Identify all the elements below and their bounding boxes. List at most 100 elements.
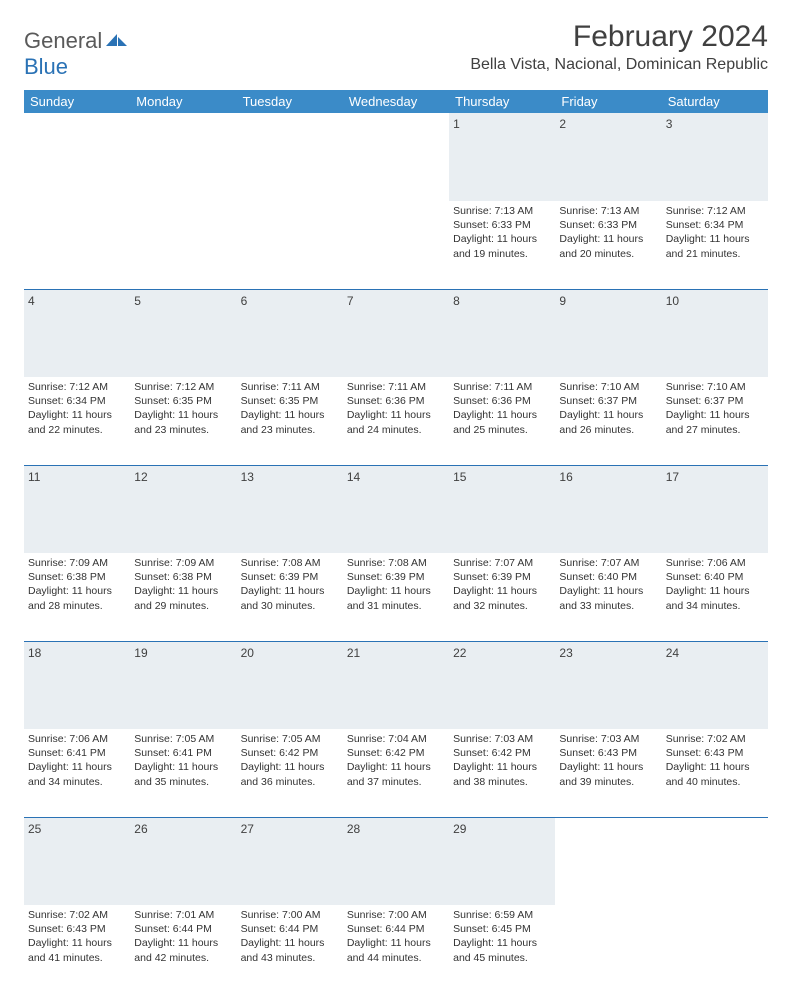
- day-number: 25: [28, 822, 41, 836]
- day-cell: Sunrise: 7:07 AMSunset: 6:40 PMDaylight:…: [555, 553, 661, 641]
- sunrise-text: Sunrise: 7:12 AM: [134, 380, 232, 394]
- daylight-text: and 23 minutes.: [134, 423, 232, 437]
- weekday-header: Monday: [130, 90, 236, 113]
- daylight-text: Daylight: 11 hours: [666, 760, 764, 774]
- sunset-text: Sunset: 6:37 PM: [666, 394, 764, 408]
- sunset-text: Sunset: 6:42 PM: [347, 746, 445, 760]
- sunset-text: Sunset: 6:41 PM: [28, 746, 126, 760]
- daylight-text: and 41 minutes.: [28, 951, 126, 965]
- day-number-cell: 22: [449, 641, 555, 729]
- logo: GeneralBlue: [24, 20, 128, 80]
- day-cell: Sunrise: 7:11 AMSunset: 6:36 PMDaylight:…: [449, 377, 555, 465]
- day-number: 16: [559, 470, 572, 484]
- sunrise-text: Sunrise: 7:10 AM: [559, 380, 657, 394]
- day-number-cell: 20: [237, 641, 343, 729]
- daylight-text: and 39 minutes.: [559, 775, 657, 789]
- day-cell: [555, 905, 661, 993]
- daylight-text: Daylight: 11 hours: [28, 760, 126, 774]
- day-cell: Sunrise: 7:12 AMSunset: 6:35 PMDaylight:…: [130, 377, 236, 465]
- sunset-text: Sunset: 6:39 PM: [241, 570, 339, 584]
- day-number: 22: [453, 646, 466, 660]
- daylight-text: and 24 minutes.: [347, 423, 445, 437]
- sunset-text: Sunset: 6:38 PM: [134, 570, 232, 584]
- daylight-text: and 28 minutes.: [28, 599, 126, 613]
- sunset-text: Sunset: 6:42 PM: [453, 746, 551, 760]
- day-number-cell: 11: [24, 465, 130, 553]
- day-number-cell: [237, 113, 343, 201]
- day-number-cell: 21: [343, 641, 449, 729]
- logo-word-1: General: [24, 28, 102, 53]
- day-number-cell: [343, 113, 449, 201]
- day-cell: Sunrise: 7:10 AMSunset: 6:37 PMDaylight:…: [662, 377, 768, 465]
- sunrise-text: Sunrise: 7:08 AM: [241, 556, 339, 570]
- day-cell: Sunrise: 7:05 AMSunset: 6:41 PMDaylight:…: [130, 729, 236, 817]
- daylight-text: Daylight: 11 hours: [134, 760, 232, 774]
- day-number-cell: 1: [449, 113, 555, 201]
- day-number-cell: 26: [130, 817, 236, 905]
- logo-sail-icon: [106, 28, 128, 54]
- day-number-cell: [555, 817, 661, 905]
- sunrise-text: Sunrise: 6:59 AM: [453, 908, 551, 922]
- day-number-cell: 5: [130, 289, 236, 377]
- daylight-text: Daylight: 11 hours: [28, 584, 126, 598]
- day-number-cell: 7: [343, 289, 449, 377]
- sunrise-text: Sunrise: 7:10 AM: [666, 380, 764, 394]
- sunset-text: Sunset: 6:45 PM: [453, 922, 551, 936]
- sunrise-text: Sunrise: 7:07 AM: [453, 556, 551, 570]
- day-cell: Sunrise: 7:07 AMSunset: 6:39 PMDaylight:…: [449, 553, 555, 641]
- sunrise-text: Sunrise: 7:13 AM: [559, 204, 657, 218]
- sunrise-text: Sunrise: 7:12 AM: [666, 204, 764, 218]
- day-cell: Sunrise: 7:09 AMSunset: 6:38 PMDaylight:…: [130, 553, 236, 641]
- daylight-text: and 26 minutes.: [559, 423, 657, 437]
- day-number: 24: [666, 646, 679, 660]
- sunrise-text: Sunrise: 7:11 AM: [241, 380, 339, 394]
- day-cell: Sunrise: 7:13 AMSunset: 6:33 PMDaylight:…: [449, 201, 555, 289]
- daylight-text: Daylight: 11 hours: [559, 584, 657, 598]
- day-content-row: Sunrise: 7:02 AMSunset: 6:43 PMDaylight:…: [24, 905, 768, 993]
- sunset-text: Sunset: 6:33 PM: [559, 218, 657, 232]
- sunrise-text: Sunrise: 7:11 AM: [453, 380, 551, 394]
- daylight-text: Daylight: 11 hours: [241, 760, 339, 774]
- day-cell: Sunrise: 7:11 AMSunset: 6:35 PMDaylight:…: [237, 377, 343, 465]
- day-cell: Sunrise: 7:03 AMSunset: 6:43 PMDaylight:…: [555, 729, 661, 817]
- daylight-text: Daylight: 11 hours: [134, 584, 232, 598]
- day-number-cell: [662, 817, 768, 905]
- day-number-row: 123: [24, 113, 768, 201]
- sunrise-text: Sunrise: 7:09 AM: [134, 556, 232, 570]
- day-number-cell: 6: [237, 289, 343, 377]
- day-number: 14: [347, 470, 360, 484]
- sunset-text: Sunset: 6:39 PM: [347, 570, 445, 584]
- daylight-text: and 20 minutes.: [559, 247, 657, 261]
- month-title: February 2024: [470, 20, 768, 54]
- day-number: 21: [347, 646, 360, 660]
- daylight-text: and 32 minutes.: [453, 599, 551, 613]
- sunrise-text: Sunrise: 7:05 AM: [134, 732, 232, 746]
- calendar-table: Sunday Monday Tuesday Wednesday Thursday…: [24, 90, 768, 993]
- day-cell: Sunrise: 7:05 AMSunset: 6:42 PMDaylight:…: [237, 729, 343, 817]
- sunset-text: Sunset: 6:39 PM: [453, 570, 551, 584]
- day-number: 11: [28, 470, 40, 484]
- page-header: GeneralBlue February 2024 Bella Vista, N…: [24, 20, 768, 80]
- day-cell: [237, 201, 343, 289]
- sunset-text: Sunset: 6:44 PM: [241, 922, 339, 936]
- day-content-row: Sunrise: 7:06 AMSunset: 6:41 PMDaylight:…: [24, 729, 768, 817]
- weekday-header: Thursday: [449, 90, 555, 113]
- sunset-text: Sunset: 6:40 PM: [559, 570, 657, 584]
- sunset-text: Sunset: 6:43 PM: [666, 746, 764, 760]
- sunrise-text: Sunrise: 7:00 AM: [241, 908, 339, 922]
- day-number-cell: 15: [449, 465, 555, 553]
- day-number: 5: [134, 294, 141, 308]
- day-number: 26: [134, 822, 147, 836]
- day-number: 8: [453, 294, 460, 308]
- daylight-text: Daylight: 11 hours: [28, 408, 126, 422]
- title-block: February 2024 Bella Vista, Nacional, Dom…: [470, 20, 768, 74]
- day-cell: Sunrise: 7:06 AMSunset: 6:41 PMDaylight:…: [24, 729, 130, 817]
- day-number-cell: 12: [130, 465, 236, 553]
- day-number: 10: [666, 294, 679, 308]
- day-cell: [24, 201, 130, 289]
- day-number: 9: [559, 294, 566, 308]
- day-cell: [662, 905, 768, 993]
- day-cell: Sunrise: 7:09 AMSunset: 6:38 PMDaylight:…: [24, 553, 130, 641]
- day-cell: Sunrise: 7:00 AMSunset: 6:44 PMDaylight:…: [237, 905, 343, 993]
- daylight-text: Daylight: 11 hours: [559, 760, 657, 774]
